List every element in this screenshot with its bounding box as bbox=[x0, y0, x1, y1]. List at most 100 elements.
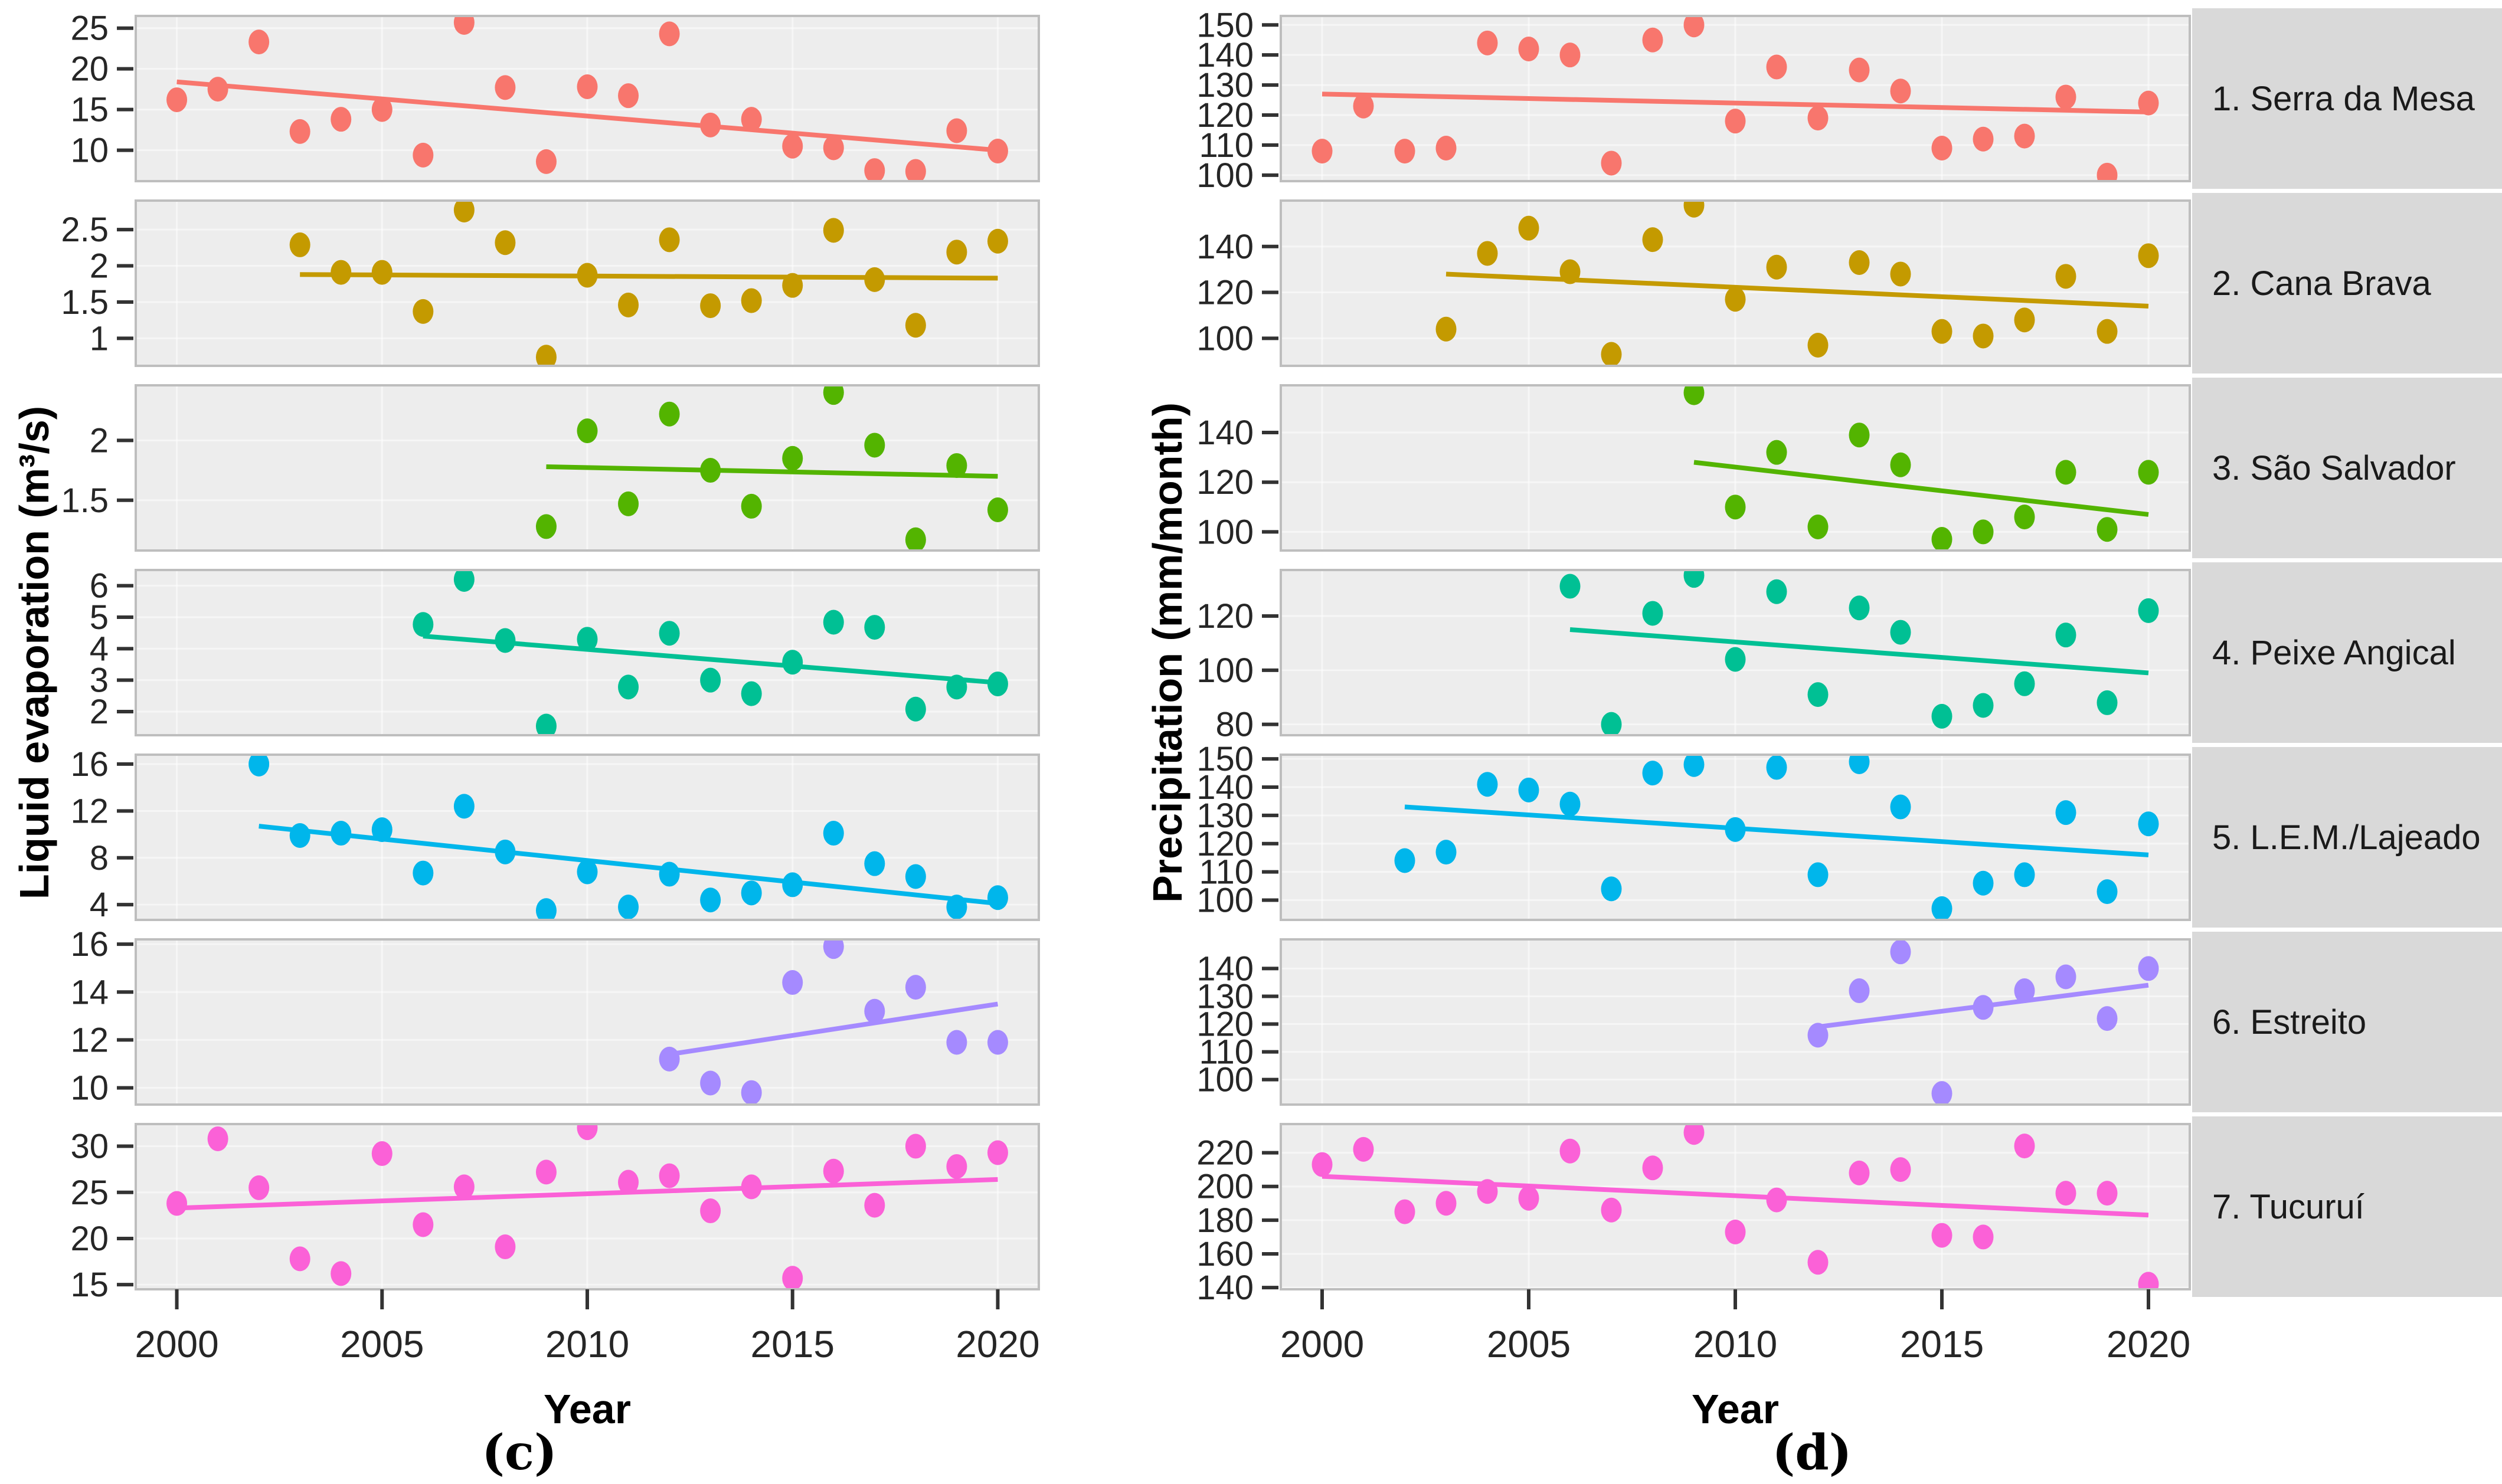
data-point bbox=[371, 97, 393, 122]
data-point bbox=[1601, 712, 1622, 735]
y-tick-label: 200 bbox=[1196, 1168, 1254, 1206]
data-point bbox=[905, 1134, 926, 1159]
data-point bbox=[741, 493, 762, 519]
data-point bbox=[1766, 440, 1787, 465]
data-point bbox=[1725, 109, 1746, 134]
y-tick-label: 120 bbox=[1196, 274, 1254, 312]
y-tick-label: 160 bbox=[1196, 1235, 1254, 1273]
panel-data-layer bbox=[659, 939, 1008, 1105]
data-point bbox=[1931, 1081, 1952, 1105]
data-point bbox=[453, 794, 475, 819]
data-point bbox=[1435, 136, 1457, 160]
panel-data-layer bbox=[289, 201, 1008, 366]
y-tick-label: 4 bbox=[90, 886, 109, 924]
data-point bbox=[1807, 1023, 1829, 1048]
x-tick-label: 2010 bbox=[545, 1323, 629, 1365]
data-point bbox=[1642, 27, 1663, 53]
panel-data-layer bbox=[1435, 201, 2159, 366]
data-point bbox=[741, 1174, 762, 1200]
data-point bbox=[1973, 870, 1994, 896]
data-point bbox=[1849, 595, 1870, 621]
data-point bbox=[618, 674, 639, 700]
data-point bbox=[700, 112, 721, 137]
data-point bbox=[289, 823, 310, 849]
data-point bbox=[2014, 978, 2035, 1004]
data-point bbox=[1642, 601, 1663, 626]
facet-strip-label: 3. São Salvador bbox=[2212, 449, 2456, 487]
y-tick-label: 130 bbox=[1196, 977, 1254, 1015]
data-point bbox=[700, 667, 721, 693]
y-tick-label: 1.5 bbox=[61, 283, 109, 322]
data-point bbox=[741, 107, 762, 132]
data-point bbox=[1394, 1199, 1415, 1224]
y-tick-label: 120 bbox=[1196, 463, 1254, 502]
trend-line bbox=[1322, 91, 2149, 114]
y-tick-label: 110 bbox=[1199, 1033, 1254, 1072]
y-tick-label: 2 bbox=[90, 693, 109, 731]
data-point bbox=[1890, 452, 1911, 477]
data-point bbox=[413, 612, 434, 637]
data-point bbox=[782, 133, 803, 159]
data-point bbox=[1849, 755, 1870, 774]
data-point bbox=[1559, 791, 1581, 817]
data-point bbox=[2097, 162, 2118, 181]
data-point bbox=[1807, 1250, 1829, 1275]
data-point bbox=[864, 615, 885, 640]
facet-strip-label: 4. Peixe Angical bbox=[2212, 634, 2456, 672]
data-point bbox=[1477, 241, 1498, 266]
data-point bbox=[618, 1169, 639, 1195]
trend-line bbox=[1693, 460, 2149, 517]
data-point bbox=[782, 970, 803, 995]
data-point bbox=[1890, 794, 1911, 820]
data-point bbox=[823, 135, 844, 160]
data-point bbox=[1601, 342, 1622, 366]
data-point bbox=[1435, 1191, 1457, 1216]
data-point bbox=[2055, 623, 2076, 648]
data-point bbox=[1353, 1136, 1374, 1162]
y-axis-title-evaporation: Liquid evaporation (m³/s) bbox=[11, 405, 57, 900]
data-point bbox=[864, 851, 885, 876]
data-point bbox=[618, 83, 639, 109]
x-tick-label: 2015 bbox=[1900, 1323, 1984, 1365]
data-point bbox=[1849, 1160, 1870, 1185]
trend-line bbox=[176, 79, 998, 153]
data-point bbox=[453, 1174, 475, 1200]
facet-strip-label: 1. Serra da Mesa bbox=[2212, 80, 2475, 118]
data-point bbox=[1559, 574, 1581, 599]
data-point bbox=[1973, 693, 1994, 718]
data-point bbox=[2138, 90, 2159, 116]
trend-line bbox=[423, 634, 998, 685]
data-point bbox=[1931, 319, 1952, 344]
panel-border bbox=[1280, 938, 2191, 1106]
data-point bbox=[535, 149, 557, 174]
panel-border bbox=[135, 569, 1040, 736]
data-point bbox=[1353, 93, 1374, 119]
data-point bbox=[823, 610, 844, 635]
data-point bbox=[946, 453, 967, 478]
data-point bbox=[331, 107, 352, 132]
data-point bbox=[823, 939, 844, 959]
data-point bbox=[618, 491, 639, 516]
data-point bbox=[987, 497, 1008, 523]
data-point bbox=[1642, 227, 1663, 253]
data-point bbox=[1849, 978, 1870, 1004]
data-point bbox=[2014, 1134, 2035, 1159]
data-point bbox=[2014, 671, 2035, 696]
y-tick-label: 100 bbox=[1196, 513, 1254, 551]
data-point bbox=[1518, 1185, 1539, 1211]
y-tick-label: 130 bbox=[1196, 66, 1254, 104]
data-point bbox=[1435, 316, 1457, 342]
facet-strip bbox=[2192, 747, 2502, 928]
facet-strip-label: 6. Estreito bbox=[2212, 1003, 2366, 1041]
data-point bbox=[1642, 761, 1663, 786]
data-point bbox=[166, 87, 188, 113]
data-point bbox=[1931, 896, 1952, 920]
data-point bbox=[453, 16, 475, 35]
y-tick-label: 10 bbox=[70, 132, 109, 170]
data-point bbox=[741, 880, 762, 906]
facet-strip-label: 5. L.E.M./Lajeado bbox=[2212, 818, 2481, 857]
data-point bbox=[2138, 598, 2159, 623]
data-point bbox=[987, 138, 1008, 163]
data-point bbox=[2097, 1181, 2118, 1206]
data-point bbox=[1518, 215, 1539, 241]
